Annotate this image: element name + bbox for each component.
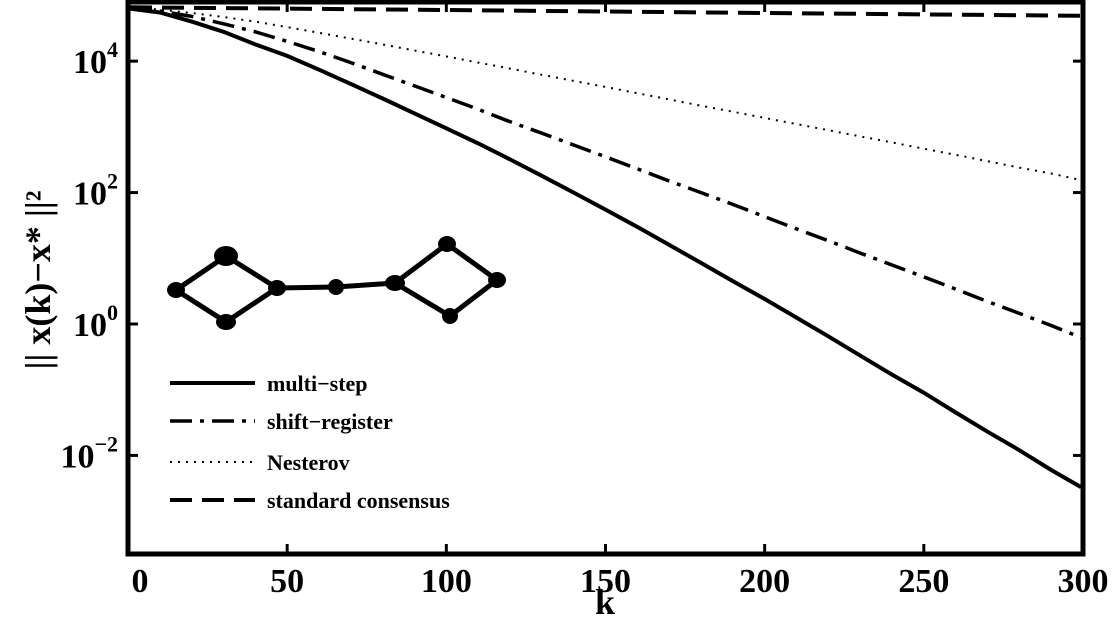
legend: multi−step shift−register Nesterov stand… (170, 371, 450, 513)
graph-edge (445, 241, 499, 283)
legend-label-multi-step: multi−step (267, 371, 368, 396)
graph-node (328, 279, 344, 295)
x-axis-label: k (595, 582, 615, 620)
network-graph-inset (167, 236, 506, 330)
x-tick-label: 250 (898, 563, 949, 600)
x-tick-label: 200 (739, 563, 790, 600)
y-axis-label: || x(k)−x* ||² (18, 190, 58, 369)
graph-node (167, 282, 185, 298)
series-line-nesterov (129, 6, 1082, 182)
graph-edge (448, 278, 499, 318)
graph-node (385, 275, 405, 291)
x-tick-label: 0 (132, 563, 149, 600)
y-tick-label: 104 (73, 37, 118, 81)
x-tick-label: 150 (580, 563, 631, 600)
legend-label-nesterov: Nesterov (267, 450, 350, 475)
graph-edge (393, 280, 452, 319)
legend-label-standard-consensus: standard consensus (267, 488, 450, 513)
y-tick-label: 10−2 (60, 431, 118, 475)
y-tick-label: 100 (73, 300, 118, 344)
graph-node (438, 236, 456, 252)
x-axis-ticks: 0 50 100 150 200 250 300 (126, 2, 1109, 600)
x-tick-label: 50 (270, 563, 304, 600)
x-tick-label: 300 (1058, 563, 1109, 600)
series-layer (129, 5, 1082, 489)
graph-edge (393, 242, 449, 285)
y-tick-label: 102 (73, 169, 118, 213)
graph-node (216, 314, 236, 330)
legend-label-shift-register: shift−register (267, 409, 393, 434)
graph-node (214, 246, 238, 266)
graph-node (268, 280, 286, 296)
graph-edge (224, 285, 279, 325)
y-axis-ticks: 104 102 100 10−2 (60, 37, 1083, 475)
graph-node (488, 272, 506, 288)
series-line-multi-step (129, 6, 1082, 489)
graph-edge (276, 284, 337, 291)
graph-edge (174, 287, 228, 325)
x-tick-label: 100 (421, 563, 472, 600)
graph-node (442, 308, 458, 324)
